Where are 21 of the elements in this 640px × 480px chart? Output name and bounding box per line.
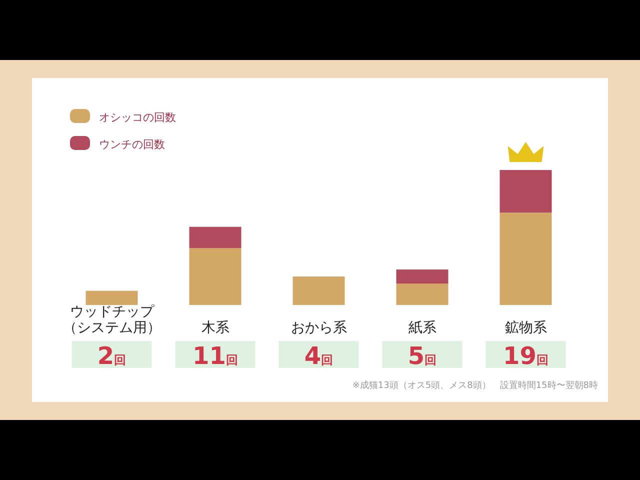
bar [396, 284, 448, 305]
bar [292, 276, 345, 305]
text: 19回 [503, 342, 548, 370]
x-tick-label: ウッドチップ（システム用） [62, 304, 161, 336]
bar [189, 226, 242, 248]
x-tick-label: おから系 [290, 320, 347, 336]
text: 11回 [192, 342, 238, 370]
bar [396, 269, 448, 284]
text: 5回 [408, 342, 437, 370]
x-tick-label: 紙系 [408, 320, 436, 336]
legend-label: オシッコの回数 [99, 111, 176, 124]
text: ※成猫13頭（オス5頭、メス8頭） 設置時間15時〜翌朝8時 [352, 380, 598, 391]
x-tick-label: 鉱物系 [504, 320, 547, 336]
bar [500, 170, 552, 213]
text: 2回 [97, 342, 126, 370]
bar [86, 290, 138, 305]
text: 4回 [304, 342, 334, 370]
x-tick-label: 木系 [201, 320, 230, 336]
legend-label: ウンチの回数 [99, 138, 165, 151]
bar [189, 248, 242, 305]
bar [500, 212, 552, 305]
